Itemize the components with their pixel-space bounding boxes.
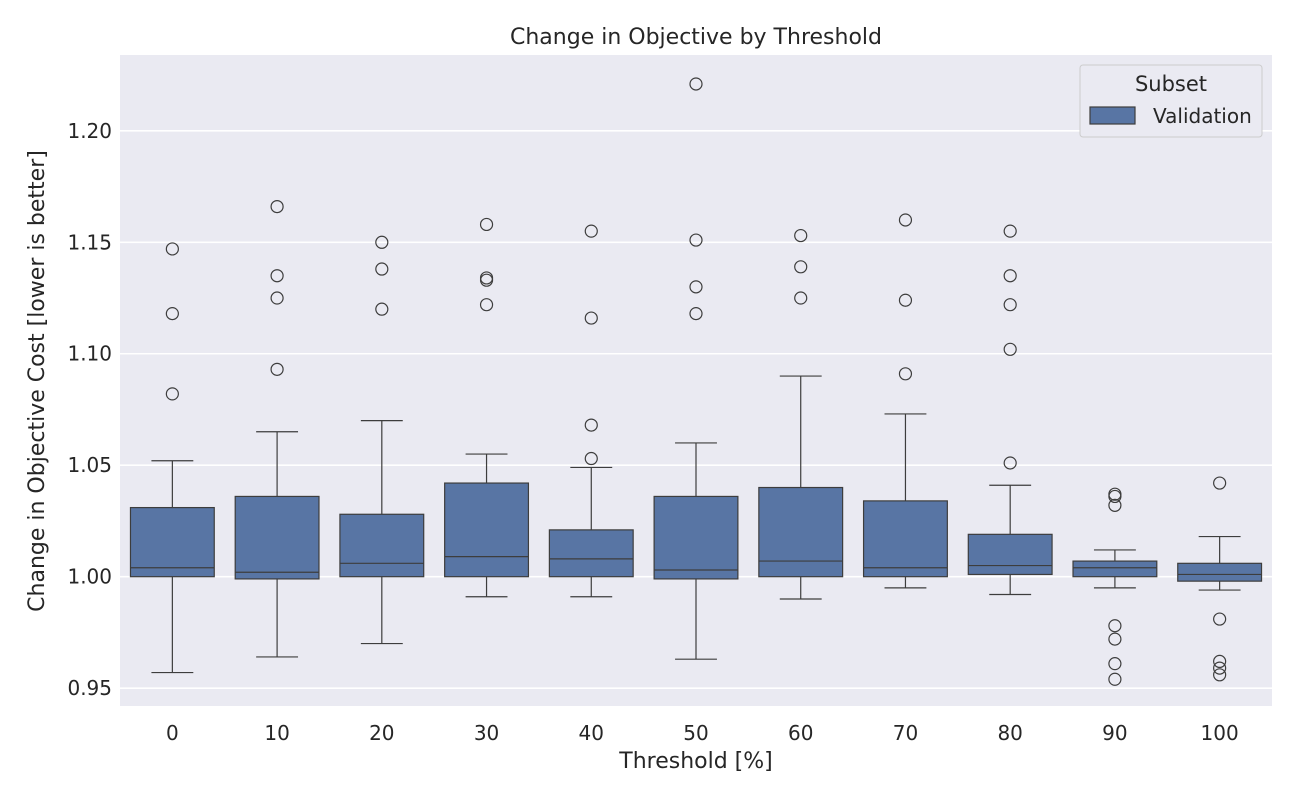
box-body [862, 500, 948, 578]
y-tick-label: 1.15 [67, 230, 112, 254]
box-30 [444, 217, 530, 598]
outlier-point [794, 260, 808, 274]
y-tick-label: 1.20 [67, 119, 112, 143]
box-60 [758, 228, 844, 600]
box-body [548, 529, 634, 578]
outlier-point [689, 233, 703, 247]
chart-title: Change in Objective by Threshold [510, 25, 882, 50]
box-body [1177, 562, 1263, 582]
legend: Subset Validation [1079, 64, 1263, 138]
y-axis-ticks: 0.95 1.00 1.05 1.10 1.15 1.20 [67, 119, 112, 700]
outlier-point [794, 228, 808, 243]
outlier-point [270, 200, 284, 214]
box-90 [1072, 487, 1158, 686]
outlier-point [1003, 456, 1017, 470]
y-tick-label: 1.05 [67, 453, 112, 477]
box-series-validation [129, 77, 1263, 686]
box-70 [862, 213, 948, 589]
box-body [653, 495, 739, 580]
outlier-point [584, 224, 598, 238]
box-50 [653, 77, 739, 660]
y-tick-label: 1.00 [67, 565, 112, 589]
outlier-point [375, 235, 389, 249]
outlier-point [1003, 298, 1017, 312]
x-tick-label: 100 [1201, 721, 1239, 745]
box-40 [548, 224, 634, 598]
outlier-point [794, 291, 808, 305]
outlier-point [270, 269, 284, 283]
outlier-point [898, 213, 913, 227]
outlier-point [1108, 619, 1122, 633]
x-tick-label: 30 [474, 721, 499, 745]
x-axis-label: Threshold [%] [618, 749, 772, 774]
outlier-point [479, 271, 494, 285]
x-tick-label: 70 [893, 721, 918, 745]
outlier-point [1003, 224, 1017, 238]
x-tick-label: 10 [264, 721, 289, 745]
x-tick-label: 80 [997, 721, 1022, 745]
x-axis-ticks: 0 10 20 30 40 50 60 70 80 90 100 [166, 721, 1239, 745]
outlier-point [584, 418, 598, 432]
y-tick-label: 0.95 [67, 676, 112, 700]
outlier-point [1003, 342, 1017, 356]
outlier-point [1213, 668, 1227, 682]
box-body [234, 495, 320, 580]
box-80 [967, 224, 1053, 596]
x-tick-label: 40 [579, 721, 604, 745]
box-body [758, 486, 844, 578]
x-tick-label: 60 [788, 721, 813, 745]
box-10 [234, 200, 320, 658]
outlier-point [479, 217, 494, 232]
outlier-point [584, 311, 598, 325]
box-body [339, 513, 425, 578]
outlier-point [898, 293, 913, 307]
x-tick-label: 20 [369, 721, 394, 745]
outlier-point [1108, 498, 1122, 512]
outlier-point [1003, 269, 1017, 283]
outlier-point [1213, 476, 1227, 490]
outlier-point [1108, 672, 1122, 686]
legend-title: Subset [1135, 72, 1207, 96]
x-tick-label: 50 [683, 721, 708, 745]
box-body [129, 506, 215, 578]
outlier-point [689, 77, 703, 91]
outlier-point [689, 307, 703, 321]
box-0 [129, 242, 215, 674]
outlier-point [1213, 654, 1227, 669]
outlier-point [584, 451, 598, 466]
box-100 [1177, 476, 1263, 682]
outlier-point [1108, 487, 1122, 501]
outlier-point [270, 362, 284, 376]
outlier-point [479, 298, 494, 312]
outlier-point [1213, 661, 1227, 675]
y-tick-label: 1.10 [67, 342, 112, 366]
outlier-point [375, 302, 389, 316]
outlier-point [689, 280, 703, 294]
outlier-point [375, 262, 389, 276]
outlier-point [165, 242, 179, 256]
outlier-point [165, 307, 179, 321]
outlier-point [1108, 657, 1122, 671]
y-axis-label: Change in Objective Cost [lower is bette… [25, 150, 50, 612]
box-body [1072, 560, 1158, 578]
outlier-point [165, 387, 179, 401]
legend-label-validation: Validation [1153, 104, 1252, 128]
box-body [967, 533, 1053, 576]
x-tick-label: 90 [1102, 721, 1127, 745]
outlier-point [898, 367, 913, 381]
outlier-point [1213, 612, 1227, 626]
box-20 [339, 235, 425, 645]
x-tick-label: 0 [166, 721, 179, 745]
outlier-point [1108, 632, 1122, 646]
legend-swatch-validation [1089, 106, 1136, 125]
box-body [444, 482, 530, 578]
outlier-point [270, 291, 284, 305]
